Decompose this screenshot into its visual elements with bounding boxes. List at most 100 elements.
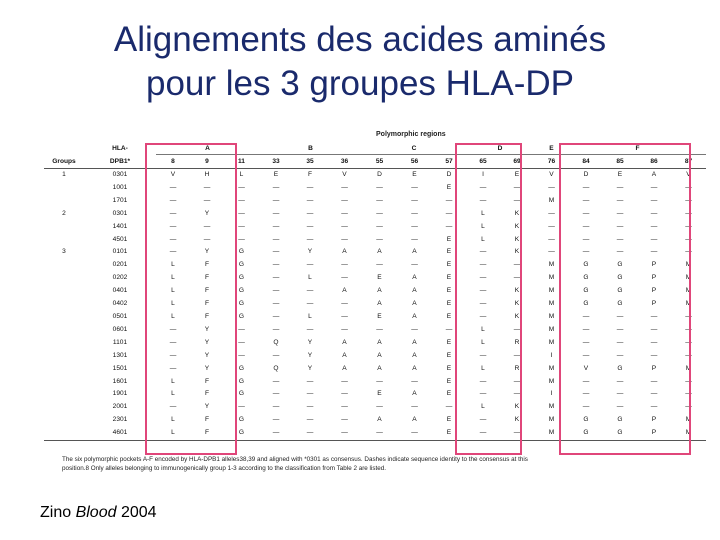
residue-cell: — — [341, 300, 348, 308]
residue-cell: — — [306, 222, 314, 230]
residue-cell: K — [514, 416, 520, 424]
residue-cell: — — [341, 390, 348, 398]
residue-cell: I — [482, 171, 484, 178]
residue-cell: — — [513, 196, 521, 204]
residue-cell: G — [238, 390, 245, 398]
group-cell — [44, 388, 84, 401]
residue-cell: G — [238, 261, 245, 269]
residue-cell: K — [514, 287, 520, 295]
residue-cell: — — [272, 351, 280, 359]
pocket-header-d: D — [466, 143, 534, 155]
residue-cell: G — [238, 416, 245, 424]
residue-cell: I — [550, 390, 553, 398]
residue-cell: Y — [204, 325, 210, 333]
allele-cell: 0601 — [112, 325, 128, 333]
residue-cell: — — [479, 416, 487, 424]
residue-cell: — — [650, 377, 658, 385]
residue-cell: — — [411, 235, 418, 243]
residue-cell: K — [514, 300, 520, 308]
residue-cell: — — [272, 377, 280, 385]
residue-cell: A — [377, 248, 382, 256]
table-row: 1101 — Y — Q Y A A A E L R M — — — — — [44, 337, 706, 350]
residue-cell: K — [514, 209, 520, 217]
residue-cell: — — [582, 351, 590, 359]
residue-cell: — — [548, 222, 555, 230]
residue-cell: — — [238, 196, 245, 204]
position-header-57: 57 — [432, 154, 466, 169]
residue-cell: — — [685, 351, 692, 359]
residue-cell: L — [171, 377, 175, 385]
pocket-header-e: E — [534, 143, 569, 155]
residue-cell: A — [412, 390, 417, 398]
position-header-9: 9 — [190, 154, 224, 169]
residue-cell: — — [397, 427, 432, 442]
group-cell — [44, 414, 84, 427]
groups-header-spacer — [44, 143, 84, 155]
residue-cell: P — [651, 300, 657, 308]
residue-cell: — — [445, 222, 453, 230]
table-row: 4501 — — — — — — — — E L K — — — — — — [44, 234, 706, 247]
residue-cell: — — [616, 325, 624, 333]
residue-cell: Y — [307, 338, 313, 346]
residue-cell: — — [685, 209, 692, 217]
residue-cell: Q — [273, 364, 279, 372]
residue-cell: E — [412, 171, 417, 178]
residue-cell: A — [412, 364, 417, 372]
footnote-line-2: position.8 Only alleles belonging to imm… — [62, 465, 387, 472]
residue-cell: Y — [204, 364, 210, 372]
group-cell: 1 — [62, 171, 66, 178]
position-header-8: 8 — [156, 154, 190, 169]
residue-cell: K — [514, 222, 520, 230]
residue-cell: — — [306, 209, 314, 217]
pocket-header-a: A — [156, 143, 259, 155]
residue-cell: — — [272, 300, 280, 308]
residue-cell: I — [550, 351, 553, 359]
allele-cell: 0402 — [112, 300, 128, 308]
residue-cell: D — [583, 171, 589, 178]
residue-cell: P — [651, 416, 657, 424]
highlight-pocket-f — [559, 143, 691, 455]
residue-cell: — — [306, 196, 314, 204]
residue-cell: A — [651, 171, 657, 178]
residue-cell: — — [341, 235, 348, 243]
allele-cell: 1301 — [112, 351, 128, 359]
residue-cell: — — [479, 312, 487, 320]
residue-cell: A — [377, 351, 382, 359]
highlight-pocket-a — [145, 143, 237, 455]
position-header-11: 11 — [224, 154, 259, 169]
position-header-85: 85 — [603, 154, 637, 169]
residue-cell: A — [412, 300, 417, 308]
residue-cell: — — [169, 338, 177, 346]
residue-cell: — — [238, 403, 245, 411]
group-cell — [44, 272, 84, 285]
residue-cell: — — [685, 403, 692, 411]
group-cell — [44, 337, 84, 350]
residue-cell: — — [650, 196, 658, 204]
residue-cell: M — [685, 300, 692, 308]
residue-cell: Y — [204, 338, 210, 346]
residue-cell: K — [514, 312, 520, 320]
residue-cell: — — [341, 403, 348, 411]
residue-cell: M — [685, 416, 692, 424]
residue-cell: — — [272, 416, 280, 424]
residue-cell: A — [342, 364, 347, 372]
table-row: 2001 — Y — — — — — — — L K M — — — — — [44, 401, 706, 414]
residue-cell: — — [479, 261, 487, 269]
residue-cell: — — [411, 196, 418, 204]
residue-cell: L — [308, 312, 312, 320]
residue-cell: — — [411, 183, 418, 191]
hla-header-line-2: DPB1* — [84, 154, 156, 169]
residue-cell: A — [412, 312, 417, 320]
residue-cell: A — [412, 416, 417, 424]
residue-cell: — — [203, 235, 211, 243]
residue-cell: M — [548, 312, 555, 320]
residue-cell: G — [238, 287, 245, 295]
residue-cell: — — [306, 325, 314, 333]
residue-cell: — — [341, 261, 348, 269]
residue-cell: — — [327, 427, 362, 442]
residue-cell: A — [342, 287, 347, 295]
residue-cell: — — [650, 403, 658, 411]
residue-cell: — — [513, 183, 521, 191]
residue-cell: E — [377, 390, 382, 398]
residue-cell: — — [616, 209, 624, 217]
